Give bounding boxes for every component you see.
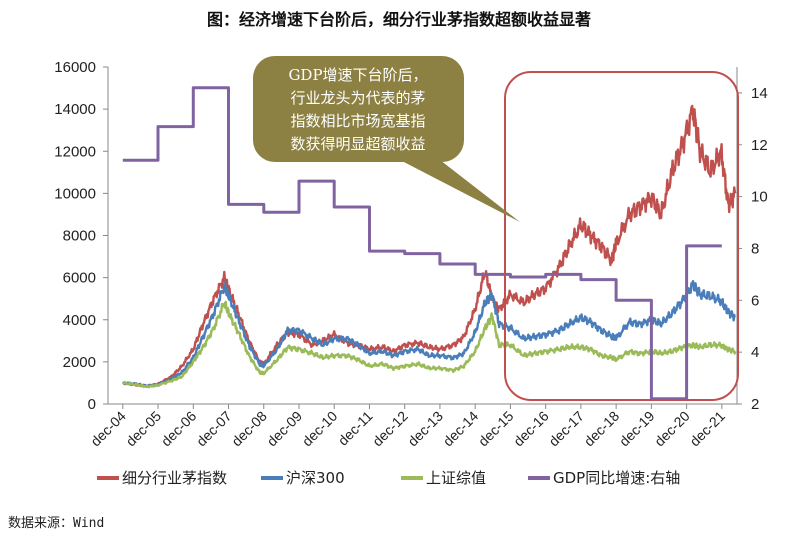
y-left-tick-label: 2000 (63, 354, 96, 371)
highlight-box (504, 71, 739, 401)
x-tick-label: dec-15 (475, 408, 517, 450)
y-left-tick-label: 12000 (54, 143, 96, 160)
callout-box (253, 56, 464, 162)
x-tick-label: dec-10 (299, 408, 341, 450)
x-tick-label: dec-16 (510, 408, 552, 450)
y-right-tick-label: 2 (751, 396, 759, 413)
y-right-tick-label: 8 (751, 240, 759, 257)
y-left-tick-label: 4000 (63, 312, 96, 329)
callout-text-line: 行业龙头为代表的茅 (290, 89, 425, 107)
legend-label: 沪深300 (286, 469, 345, 487)
x-tick-label: dec-11 (335, 408, 376, 449)
x-tick-label: dec-08 (228, 408, 270, 450)
callout-text-line: GDP增速下台阶后， (288, 66, 427, 84)
y-left-tick-label: 6000 (63, 270, 96, 287)
legend-label: GDP同比增速:右轴 (553, 469, 680, 487)
callout-text-line: 数获得明显超额收益 (290, 135, 425, 153)
series-sse-composite-line (122, 300, 737, 389)
chart-title: 图：经济增速下台阶后，细分行业茅指数超额收益显著 (207, 10, 591, 29)
y-right-tick-label: 6 (751, 292, 759, 309)
x-tick-label: dec-19 (616, 408, 658, 450)
x-tick-label: dec-14 (440, 408, 482, 450)
y-left-tick-label: 8000 (63, 228, 96, 245)
x-tick-label: dec-18 (581, 408, 623, 450)
x-tick-label: dec-21 (686, 408, 728, 450)
series-hs300-line (121, 280, 736, 388)
legend-label: 细分行业茅指数 (122, 469, 227, 487)
x-tick-label: dec-12 (369, 408, 411, 450)
highlight-rectangle (504, 71, 739, 401)
y-left-tick-label: 0 (88, 396, 96, 413)
source-label: 数据来源：Wind (8, 516, 104, 531)
x-tick-label: dec-20 (651, 408, 693, 450)
x-tick-label: dec-07 (193, 408, 235, 450)
legend-label: 上证综值 (426, 469, 486, 487)
callout-text-line: 指数相比市场宽基指 (290, 112, 425, 130)
plot-area (121, 86, 737, 401)
callout-pointer (400, 160, 520, 222)
legend: 细分行业茅指数 沪深300 上证综值 GDP同比增速:右轴 (97, 469, 680, 487)
series-gdp-growth-line (122, 86, 722, 401)
x-tick-label: dec-04 (87, 408, 129, 450)
x-tick-label: dec-17 (545, 408, 587, 450)
y-left-tick-label: 16000 (54, 59, 96, 76)
x-tick-label: dec-09 (264, 408, 306, 450)
x-tick-label: dec-05 (123, 408, 165, 450)
x-tick-label: dec-06 (158, 408, 200, 450)
x-tick-label: dec-13 (404, 408, 446, 450)
y-left-tick-label: 10000 (54, 185, 96, 202)
y-right-tick-label: 4 (751, 344, 759, 361)
y-right-tick-label: 10 (751, 189, 768, 206)
y-right-tick-label: 12 (751, 137, 768, 154)
y-right-tick-label: 14 (751, 85, 768, 102)
y-left-tick-label: 14000 (54, 101, 96, 118)
